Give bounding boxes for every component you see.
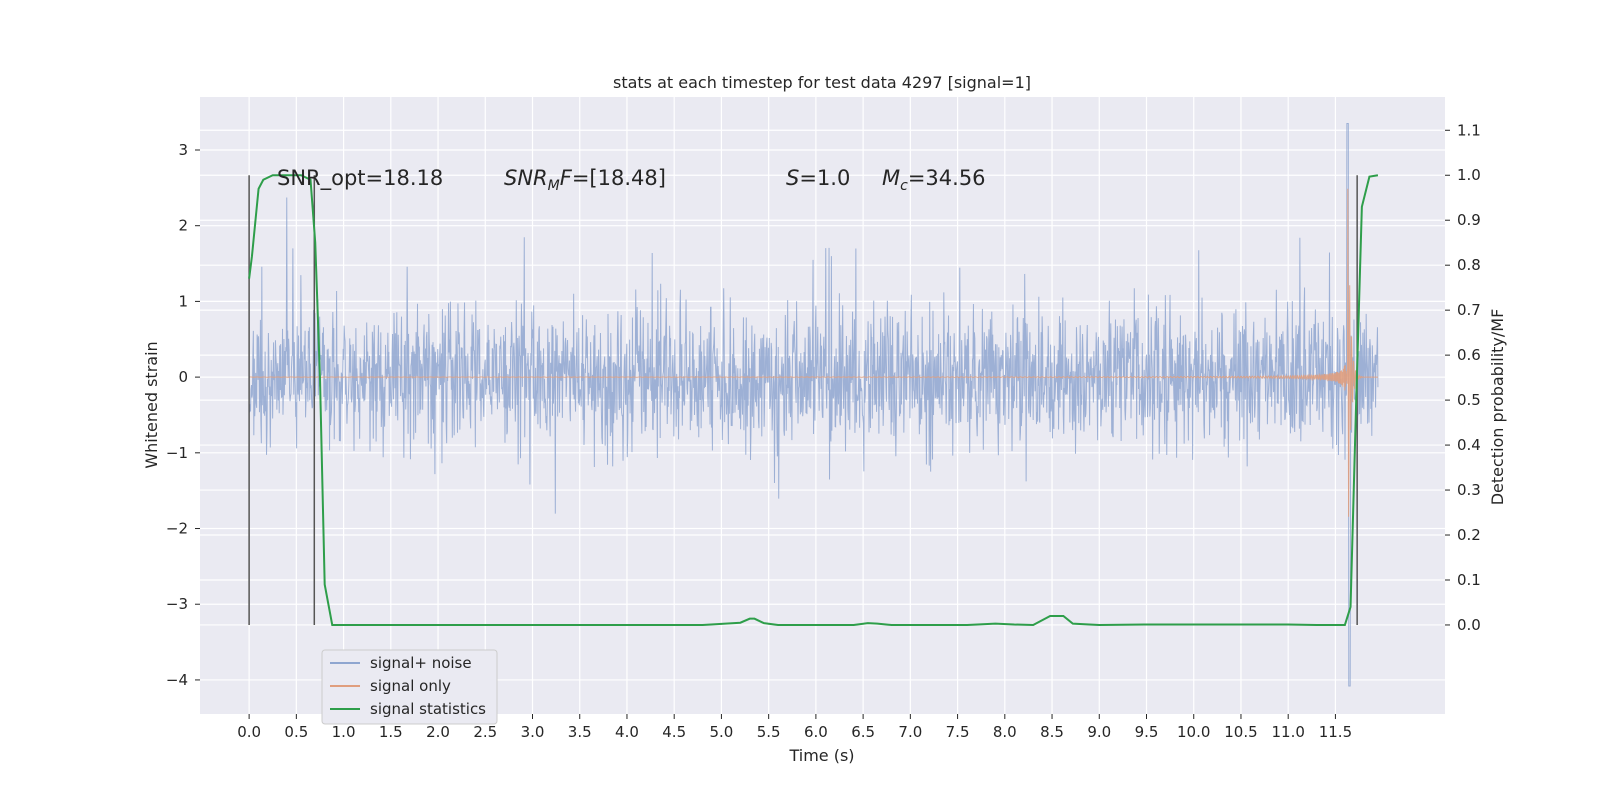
x-tick-label: 7.5 — [946, 723, 970, 741]
x-tick-label: 8.5 — [1040, 723, 1064, 741]
x-tick-label: 9.0 — [1087, 723, 1111, 741]
x-tick-label: 3.0 — [521, 723, 545, 741]
x-tick-label: 1.0 — [332, 723, 356, 741]
y2-tick-label: 0.7 — [1457, 301, 1481, 319]
legend-label-statistics: signal statistics — [370, 700, 486, 718]
annotation-s-rest: =1.0 — [799, 166, 850, 190]
legend-box — [321, 649, 498, 725]
x-tick-label: 9.5 — [1135, 723, 1159, 741]
data-layer — [248, 123, 1379, 687]
annotation-mc-sub: c — [900, 178, 908, 194]
x-tick-label: 4.0 — [615, 723, 639, 741]
y2-tick-label: 0.4 — [1457, 436, 1481, 454]
y-axis-left: 3 2 1 0 −1 −2 −3 −4 — [166, 141, 200, 689]
x-tick-label: 6.5 — [851, 723, 875, 741]
x-tick-label: 10.5 — [1224, 723, 1257, 741]
y2-tick-label: 0.9 — [1457, 211, 1481, 229]
annotation-mc: Mc=34.56 — [882, 166, 986, 194]
annotation-snr-mf: SNRMF=[18.48] — [504, 166, 666, 194]
annotations: SNR_opt=18.18 SNRMF=[18.48] S=1.0 Mc=34.… — [277, 166, 986, 194]
y2-tick-label: 0.1 — [1457, 571, 1481, 589]
x-tick-label: 5.5 — [757, 723, 781, 741]
y-tick-label: −4 — [166, 671, 188, 689]
annotation-mc-var: M — [882, 166, 900, 190]
x-tick-label: 6.0 — [804, 723, 828, 741]
x-tick-label: 2.5 — [473, 723, 497, 741]
annotation-snr-mf-prefix: SNR — [504, 166, 548, 190]
series-signal-plus-noise — [248, 123, 1379, 687]
x-tick-label: 10.0 — [1177, 723, 1210, 741]
y2-tick-label: 0.2 — [1457, 526, 1481, 544]
x-tick-label: 7.0 — [898, 723, 922, 741]
y2-axis-label-rot: Detection probability/MF — [1488, 309, 1507, 506]
y2-tick-label: 1.0 — [1457, 166, 1481, 184]
y-tick-label: 3 — [178, 141, 188, 159]
y2-tick-label: 0.3 — [1457, 481, 1481, 499]
legend: signal+ noise signal only signal statist… — [321, 649, 498, 725]
x-tick-label: 3.5 — [568, 723, 592, 741]
y-tick-label: 2 — [178, 217, 188, 235]
x-tick-label: 8.0 — [993, 723, 1017, 741]
x-tick-label: 11.5 — [1319, 723, 1352, 741]
annotation-snr-mf-sub: M — [548, 178, 560, 194]
annotation-mc-rest: =34.56 — [908, 166, 986, 190]
y-tick-label: 0 — [178, 368, 188, 386]
y-tick-label: −3 — [166, 595, 188, 613]
y2-tick-label: 0.0 — [1457, 616, 1481, 634]
x-tick-label: 5.0 — [709, 723, 733, 741]
y-tick-label: 1 — [178, 292, 188, 310]
y-tick-label: −1 — [166, 444, 188, 462]
y2-tick-label: 0.6 — [1457, 346, 1481, 364]
x-tick-label: 4.5 — [662, 723, 686, 741]
y-tick-label: −2 — [166, 520, 188, 538]
x-tick-label: 11.0 — [1271, 723, 1304, 741]
x-tick-label: 0.5 — [284, 723, 308, 741]
series-signal-only — [249, 188, 1378, 517]
x-tick-label: 1.5 — [379, 723, 403, 741]
x-axis: 0.0 0.5 1.0 1.5 2.0 2.5 3.0 3.5 4.0 4.5 5.0 5.5 6.0 6… — [237, 714, 1352, 741]
legend-label-noise: signal+ noise — [370, 654, 472, 672]
y2-tick-label: 1.1 — [1457, 121, 1481, 139]
y-axis-right: 1.1 1.0 0.9 0.8 0.7 0.6 0.5 0.4 0.3 0.2 0.1 0.0 — [1445, 121, 1481, 634]
x-tick-label: 0.0 — [237, 723, 261, 741]
series-signal-statistics — [248, 174, 1379, 626]
x-tick-label: 2.0 — [426, 723, 450, 741]
y-axis-label: Whitened strain — [142, 341, 161, 468]
annotation-s: S=1.0 — [786, 166, 850, 190]
y2-tick-label: 0.5 — [1457, 391, 1481, 409]
legend-label-signal: signal only — [370, 677, 451, 695]
annotation-s-var: S — [786, 166, 799, 190]
annotation-snr-opt: SNR_opt=18.18 — [277, 166, 443, 191]
annotation-snr-mf-rest: =[18.48] — [572, 166, 666, 190]
x-axis-label: Time (s) — [788, 746, 854, 765]
annotation-snr-mf-f: F — [560, 166, 573, 190]
y2-tick-label: 0.8 — [1457, 256, 1481, 274]
chart-title: stats at each timestep for test data 429… — [613, 73, 1031, 92]
